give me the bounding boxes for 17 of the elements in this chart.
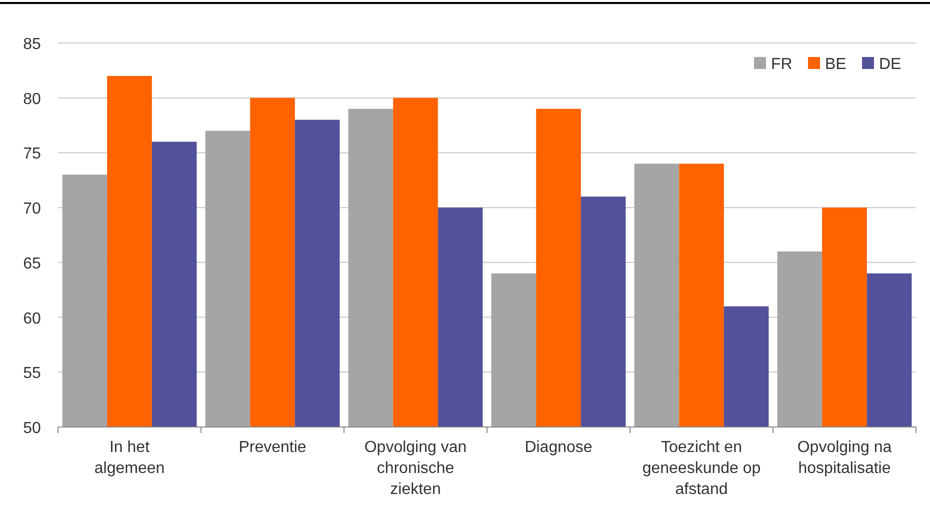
y-tick-label: 75 [23,146,41,163]
y-tick-label: 50 [23,420,41,437]
x-tick-label: Opvolging van chronische ziekten [364,439,467,498]
legend-label: BE [825,56,846,73]
x-tick-label: Toezicht en geneeskunde op afstand [642,439,761,498]
x-tick-label: Opvolging na hospitalisatie [797,439,892,477]
y-tick-label: 80 [23,90,41,108]
x-tick-label: Diagnose [524,439,592,456]
x-tick-label: In het algemeen [94,439,165,477]
y-tick-label: 60 [23,310,41,328]
legend-label: FR [771,56,792,73]
legend-label: DE [879,56,902,73]
y-tick-label: 85 [23,36,41,53]
y-tick-label: 55 [23,365,41,382]
y-tick-label: 65 [23,255,41,272]
x-tick-label: Preventie [238,439,306,456]
y-tick-label: 70 [23,200,41,218]
